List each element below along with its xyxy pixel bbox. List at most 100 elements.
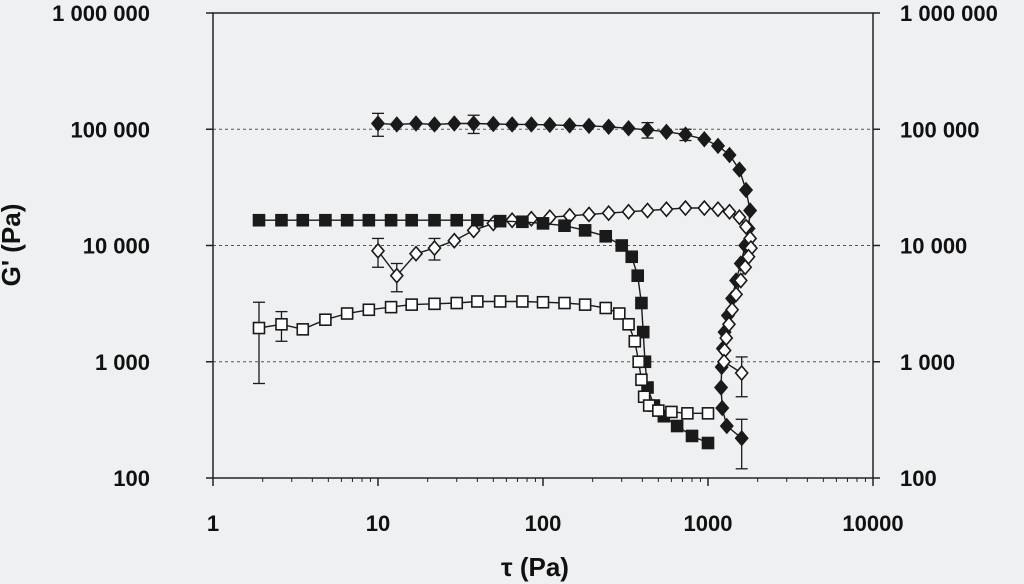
series-line-filled-diamond xyxy=(377,122,751,439)
data-point-filled-square xyxy=(636,325,650,339)
data-point-open-square xyxy=(516,295,529,308)
data-point-open-diamond xyxy=(678,199,693,217)
data-point-filled-square xyxy=(296,213,310,227)
data-point-filled-diamond xyxy=(581,117,597,135)
data-point-filled-square xyxy=(685,429,699,443)
data-point-open-diamond xyxy=(466,222,481,239)
data-point-open-diamond xyxy=(725,301,740,318)
data-point-filled-square xyxy=(635,296,648,310)
data-point-filled-diamond xyxy=(447,115,462,132)
data-point-open-square xyxy=(578,298,592,311)
data-point-open-square xyxy=(493,295,507,308)
data-point-open-diamond xyxy=(716,353,732,370)
data-point-open-square xyxy=(340,307,354,320)
data-point-filled-diamond xyxy=(389,116,404,133)
data-point-filled-square xyxy=(536,217,550,230)
data-point-filled-square xyxy=(625,250,639,264)
tick-labels: 100 100 1 000 1 000 10 000 10 000 100 000 100 0… xyxy=(52,1,998,536)
data-point-filled-diamond xyxy=(621,120,636,137)
data-point-filled-diamond xyxy=(738,181,754,199)
data-point-open-diamond xyxy=(640,202,655,219)
x-tick-label: 10000 xyxy=(842,511,903,536)
data-point-filled-square xyxy=(578,224,592,237)
x-axis-label: τ (Pa) xyxy=(501,552,569,582)
data-point-open-square xyxy=(384,300,398,314)
data-point-filled-diamond xyxy=(542,116,557,134)
data-point-open-square xyxy=(319,313,332,326)
data-point-filled-square xyxy=(319,213,332,227)
x-tick-label: 1000 xyxy=(684,511,733,536)
data-point-filled-square xyxy=(340,213,354,227)
data-point-filled-square xyxy=(516,215,529,229)
y-tick-label-right: 1 000 xyxy=(900,350,955,375)
data-point-filled-diamond xyxy=(505,116,520,133)
data-point-filled-diamond xyxy=(562,117,577,134)
data-point-open-square xyxy=(652,404,665,417)
data-point-open-diamond xyxy=(732,209,747,226)
data-point-filled-square xyxy=(428,213,441,227)
data-point-filled-square xyxy=(599,229,613,243)
data-point-filled-diamond xyxy=(640,121,655,138)
y-tick-label-right: 100 xyxy=(900,466,937,491)
y-axis-label: G' (Pa) xyxy=(0,204,26,287)
series-line-open-diamond xyxy=(377,207,752,374)
y-tick-label-right: 1 000 000 xyxy=(900,1,998,26)
data-point-open-square xyxy=(635,373,648,387)
data-point-filled-square xyxy=(631,269,645,282)
data-point-open-diamond xyxy=(427,239,442,257)
data-points xyxy=(252,115,758,450)
data-point-open-square xyxy=(405,298,418,311)
data-point-filled-square xyxy=(558,219,571,233)
data-point-open-square xyxy=(252,321,266,335)
data-point-open-diamond xyxy=(581,206,597,223)
data-point-filled-diamond xyxy=(732,161,747,178)
data-point-filled-diamond xyxy=(601,118,616,136)
data-point-open-square xyxy=(701,407,715,420)
y-tick-label-right: 100 000 xyxy=(900,117,980,142)
y-tick-label-left: 1 000 xyxy=(95,350,150,375)
data-point-open-square xyxy=(275,317,288,331)
data-point-filled-diamond xyxy=(697,131,712,148)
data-point-open-square xyxy=(681,407,694,420)
axes xyxy=(206,12,880,486)
data-point-filled-diamond xyxy=(466,115,481,132)
y-tick-label-left: 100 000 xyxy=(70,117,150,142)
data-point-open-diamond xyxy=(447,232,462,249)
data-point-open-diamond xyxy=(733,272,748,289)
y-tick-label-left: 1 000 000 xyxy=(52,1,150,26)
data-point-open-diamond xyxy=(659,201,674,218)
data-point-filled-square xyxy=(362,213,376,227)
data-point-open-diamond xyxy=(621,203,636,221)
data-point-open-square xyxy=(665,405,678,419)
data-point-filled-square xyxy=(615,239,629,252)
data-point-filled-square xyxy=(450,213,464,227)
data-point-filled-square xyxy=(384,213,398,227)
data-point-open-square xyxy=(296,323,310,336)
data-point-open-diamond xyxy=(710,201,726,218)
data-point-filled-square xyxy=(701,436,715,450)
x-tick-label: 100 xyxy=(525,511,562,536)
data-point-filled-diamond xyxy=(719,417,734,435)
data-point-open-diamond xyxy=(408,245,424,262)
data-point-open-square xyxy=(622,317,635,331)
data-point-filled-square xyxy=(275,213,288,227)
data-point-filled-square xyxy=(405,213,418,227)
data-point-filled-diamond xyxy=(714,379,729,396)
y-tick-label-right: 10 000 xyxy=(900,234,967,259)
data-point-open-diamond xyxy=(370,242,386,260)
data-point-filled-diamond xyxy=(743,202,758,219)
data-point-filled-square xyxy=(252,213,266,227)
data-point-filled-diamond xyxy=(715,399,730,417)
data-point-open-square xyxy=(536,295,550,309)
x-tick-label: 10 xyxy=(366,511,390,536)
data-point-open-diamond xyxy=(734,364,749,382)
data-point-filled-diamond xyxy=(710,137,726,155)
data-point-open-square xyxy=(612,307,626,320)
data-point-open-diamond xyxy=(697,199,712,217)
data-point-open-square xyxy=(628,334,642,348)
data-point-filled-square xyxy=(471,213,484,227)
data-point-open-diamond xyxy=(738,218,754,235)
data-point-filled-diamond xyxy=(524,116,539,133)
data-point-filled-diamond xyxy=(486,115,501,133)
